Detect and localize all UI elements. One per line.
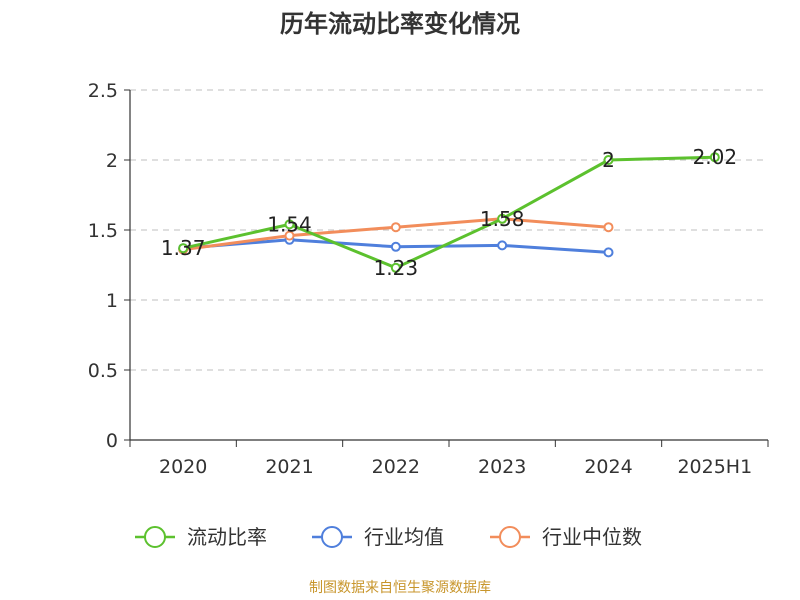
x-tick-label: 2020 xyxy=(159,456,207,478)
data-label: 2.02 xyxy=(693,145,738,169)
data-point[interactable] xyxy=(497,213,508,224)
x-tick-label: 2024 xyxy=(584,456,632,478)
data-label: 1.37 xyxy=(161,236,206,260)
gridlines xyxy=(130,89,768,371)
data-point[interactable] xyxy=(603,247,614,258)
data-point[interactable] xyxy=(284,230,295,241)
legend-label: 行业均值 xyxy=(364,525,444,549)
data-point[interactable] xyxy=(603,155,614,165)
y-tick-label: 0 xyxy=(106,430,118,452)
data-point[interactable] xyxy=(390,241,401,252)
legend-item-0[interactable]: 流动比率 xyxy=(135,525,267,549)
series-line-0 xyxy=(181,155,717,270)
legend-marker-icon xyxy=(144,526,166,548)
data-point[interactable] xyxy=(390,262,401,273)
y-tick-label: 0.5 xyxy=(88,360,118,382)
data-point[interactable] xyxy=(603,222,614,233)
x-tick-label: 2023 xyxy=(478,456,526,478)
y-tick-label: 1.5 xyxy=(88,220,118,242)
legend-item-1[interactable]: 行业均值 xyxy=(312,525,444,549)
x-tick-label: 2025H1 xyxy=(677,456,752,478)
source-note: 制图数据来自恒生聚源数据库 xyxy=(309,580,491,596)
legend-label: 行业中位数 xyxy=(542,525,642,549)
data-point[interactable] xyxy=(497,240,508,251)
series xyxy=(178,152,720,273)
data-point[interactable] xyxy=(709,152,720,163)
axes: 0 0.5 1 1.5 2 2.5 2020 2021 2022 2023 2024 2025H1 xyxy=(88,80,769,478)
data-label: 1.54 xyxy=(267,212,312,236)
legend-marker-icon xyxy=(499,526,521,548)
legend[interactable]: 流动比率 行业均值 行业中位数 xyxy=(135,525,642,549)
data-label: 2 xyxy=(602,148,615,172)
y-tick-label: 2 xyxy=(106,150,118,172)
data-point[interactable] xyxy=(284,219,295,230)
y-tick-label: 2.5 xyxy=(88,80,118,102)
legend-marker-icon xyxy=(321,526,343,548)
data-point[interactable] xyxy=(390,222,401,233)
chart-title: 历年流动比率变化情况 xyxy=(280,10,520,38)
data-label: 1.23 xyxy=(374,256,419,280)
legend-item-2[interactable]: 行业中位数 xyxy=(490,525,642,549)
y-tick-label: 1 xyxy=(106,290,118,312)
data-label: 1.58 xyxy=(480,207,525,231)
x-tick-label: 2022 xyxy=(372,456,420,478)
legend-label: 流动比率 xyxy=(187,525,267,549)
x-tick-label: 2021 xyxy=(265,456,313,478)
data-labels: 1.37 1.54 1.23 1.58 2 2.02 xyxy=(161,145,737,280)
data-point[interactable] xyxy=(178,243,189,254)
